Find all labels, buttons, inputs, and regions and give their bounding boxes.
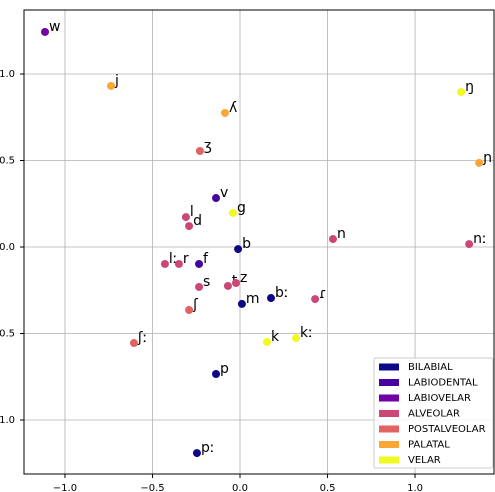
y-tick-label: 1.0: [0, 69, 15, 80]
legend-swatch: [379, 441, 399, 448]
point-label: r: [183, 251, 189, 267]
point: [328, 235, 337, 244]
legend-swatch: [379, 410, 399, 417]
point-label: l: [190, 204, 194, 220]
point: [185, 305, 194, 314]
x-tick-label: 0.0: [232, 483, 248, 492]
point-label: n: [337, 226, 346, 242]
point-label: p: [220, 361, 229, 377]
point-label: ɲ: [482, 150, 492, 166]
point: [160, 259, 169, 268]
legend-label: BILABIAL: [408, 362, 453, 373]
point-label: ɾ: [319, 286, 326, 302]
point: [237, 299, 246, 308]
point-label: d: [193, 213, 202, 229]
point-label: ŋ: [465, 79, 474, 95]
point: [185, 222, 194, 231]
point-label: m: [246, 291, 260, 307]
legend-label: VELAR: [408, 455, 441, 466]
point: [234, 245, 243, 254]
point-label: ʃ: [192, 297, 198, 313]
legend-box: [373, 357, 494, 469]
point-label: j: [114, 73, 119, 89]
point: [212, 194, 221, 203]
legend-label: LABIOVELAR: [408, 393, 471, 404]
point: [41, 27, 50, 36]
point: [231, 279, 240, 288]
x-tick-label: −1.0: [53, 483, 77, 492]
legend-swatch: [379, 425, 399, 433]
point: [223, 281, 232, 290]
point: [266, 294, 275, 303]
point-label: bː: [275, 285, 289, 301]
point-label: v: [220, 185, 228, 201]
legend-swatch: [379, 363, 399, 371]
point-label: b: [242, 236, 251, 252]
legend-swatch: [379, 394, 399, 402]
point-label: s: [203, 274, 210, 290]
point: [475, 158, 484, 167]
point: [457, 88, 466, 97]
point: [292, 334, 301, 343]
point: [311, 295, 320, 304]
legend-swatch: [379, 379, 399, 386]
point: [129, 339, 138, 348]
point: [220, 108, 229, 117]
legend-label: ALVEOLAR: [408, 409, 460, 420]
point: [106, 81, 115, 90]
legend-swatch: [379, 456, 399, 464]
point: [262, 337, 271, 346]
point: [465, 240, 474, 249]
point-label: w: [49, 19, 60, 35]
x-tick-label: −0.5: [140, 483, 164, 492]
point: [174, 259, 183, 268]
point-label: z: [240, 270, 247, 286]
point-label: pː: [201, 440, 215, 456]
point-label: ʃː: [137, 330, 147, 346]
y-tick-label: 0.0: [0, 242, 15, 253]
point: [229, 208, 238, 217]
point-label: k: [271, 329, 280, 345]
plot-frame: [23, 9, 495, 475]
point-label: ʎ: [229, 100, 237, 116]
legend-label: PALATAL: [408, 440, 450, 451]
point-label: ʒ: [204, 138, 212, 154]
point-label: kː: [300, 325, 313, 341]
legend-label: POSTALVEOLAR: [408, 424, 486, 435]
point-label: f: [203, 251, 209, 267]
point-label: g: [237, 200, 246, 216]
point-label: nː: [473, 231, 487, 247]
point: [212, 370, 221, 379]
point: [195, 146, 204, 155]
y-tick-label: −0.5: [0, 329, 15, 340]
x-tick-label: 1.0: [407, 483, 423, 492]
y-tick-label: −1.0: [0, 415, 15, 426]
point: [195, 282, 204, 291]
point: [192, 449, 201, 458]
point-label: lː: [169, 251, 178, 267]
x-tick-label: 0.5: [320, 483, 336, 492]
y-tick-label: 0.5: [0, 156, 15, 167]
point: [181, 213, 190, 222]
legend-label: LABIODENTAL: [408, 378, 478, 389]
point: [195, 259, 204, 268]
